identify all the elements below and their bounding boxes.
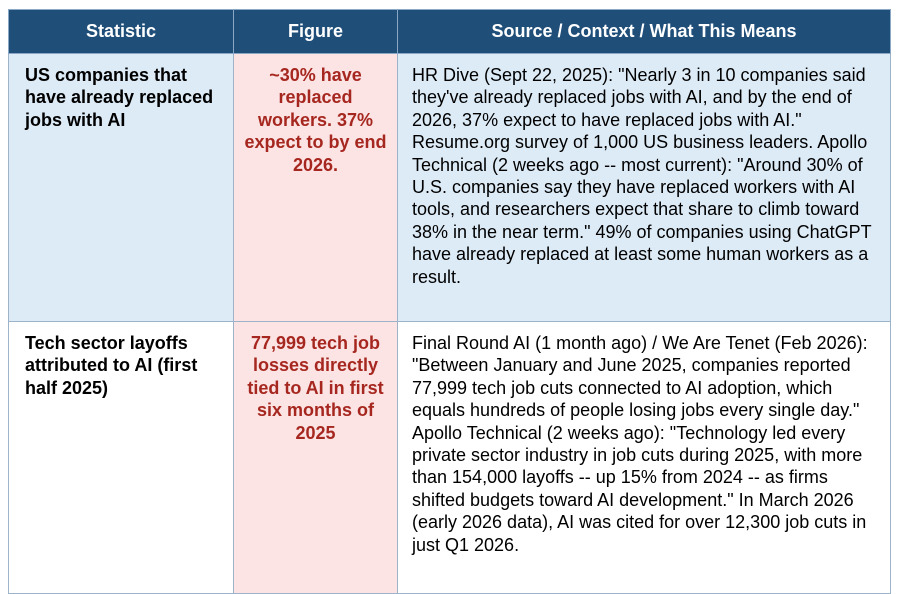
- header-source-context: Source / Context / What This Means: [397, 9, 891, 54]
- header-statistic: Statistic: [8, 9, 234, 54]
- table-header: Statistic Figure Source / Context / What…: [8, 9, 891, 54]
- header-figure: Figure: [233, 9, 398, 54]
- table-body: US companies that have already replaced …: [8, 53, 891, 594]
- statistics-table: Statistic Figure Source / Context / What…: [8, 9, 891, 594]
- header-row: Statistic Figure Source / Context / What…: [8, 9, 891, 54]
- statistic-cell: Tech sector layoffs attributed to AI (fi…: [8, 321, 234, 594]
- context-cell: Final Round AI (1 month ago) / We Are Te…: [397, 321, 891, 594]
- figure-cell: 77,999 tech job losses directly tied to …: [233, 321, 398, 594]
- statistic-cell: US companies that have already replaced …: [8, 53, 234, 322]
- context-cell: HR Dive (Sept 22, 2025): "Nearly 3 in 10…: [397, 53, 891, 322]
- table-row: Tech sector layoffs attributed to AI (fi…: [8, 321, 891, 594]
- table-row: US companies that have already replaced …: [8, 53, 891, 322]
- figure-cell: ~30% have replaced workers. 37% expect t…: [233, 53, 398, 322]
